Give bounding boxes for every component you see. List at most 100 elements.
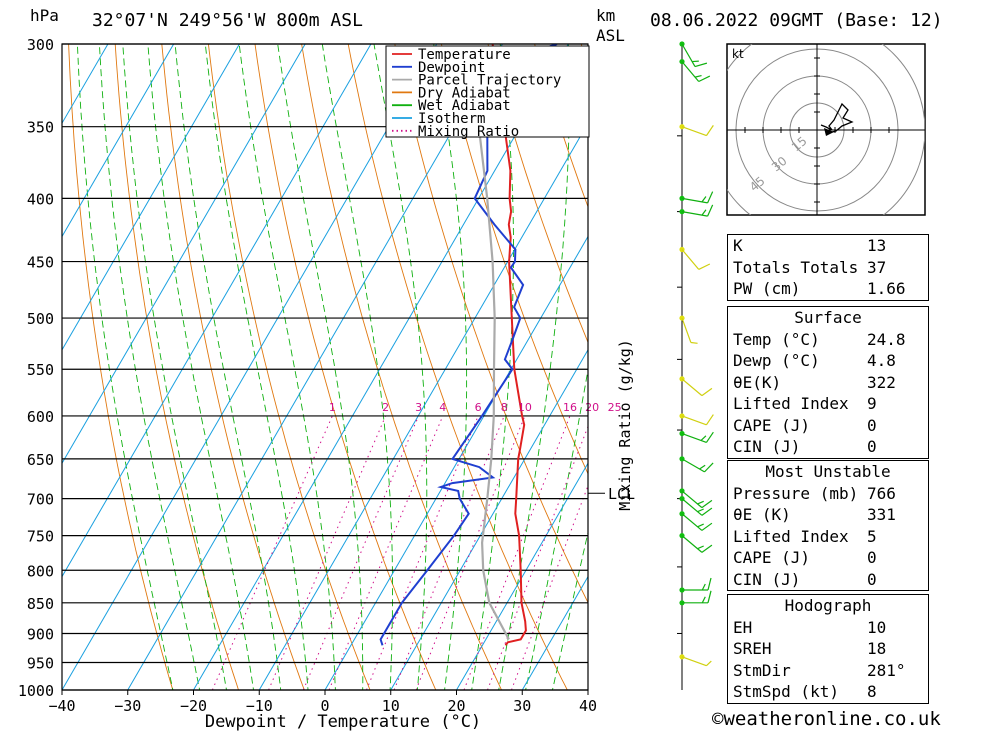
isotherm-line (62, 44, 109, 125)
x-axis-label: Dewpoint / Temperature (°C) (205, 712, 481, 732)
wet-adiabat-line (98, 44, 201, 690)
mixing-ratio-label: 20 (585, 401, 599, 414)
mixing-ratio-label: 8 (501, 401, 508, 414)
mixing-ratio-line (268, 415, 387, 690)
dry-adiabat-line (207, 44, 371, 690)
wet-adiabat-line (471, 44, 514, 690)
hodograph-table: Hodograph EH 10 SREH 18 StmDir 281° StmSpd … (727, 594, 929, 704)
wind-barb-staff (681, 378, 703, 397)
wind-barb-staff (681, 656, 707, 667)
isotherm-line (390, 348, 588, 690)
wind-barb-staff (681, 513, 703, 531)
wind-barb-feather (705, 414, 714, 426)
pressure-tick-label: 900 (27, 625, 54, 643)
x-tick-label: −20 (180, 697, 207, 715)
wind-barb-feather (690, 341, 698, 344)
mixing-ratio-line (511, 484, 588, 690)
wind-barb-feather (694, 74, 702, 78)
wind-barb-staff (681, 490, 703, 509)
wind-barb-staff (681, 415, 707, 426)
pressure-tick-label: 650 (27, 451, 54, 469)
wind-barb-staff (681, 249, 700, 270)
mixing-ratio-line (463, 415, 571, 690)
wind-barb-feather (701, 499, 713, 509)
dry-adiabat-line (394, 44, 588, 604)
wind-barb-staff (681, 43, 696, 67)
mixing-ratio-line (366, 415, 479, 690)
wind-barb-feather (698, 263, 711, 270)
mixing-ratio-line (415, 415, 526, 690)
dry-adiabat-line (254, 44, 437, 690)
pressure-tick-label: 400 (27, 190, 54, 208)
mu-row: Lifted Index 5 (733, 526, 877, 546)
plot-frame (61, 43, 589, 691)
wet-adiabat-line (277, 44, 364, 690)
hodograph-trace (820, 102, 854, 134)
legend-label: Temperature (418, 47, 511, 63)
indices-table: K 13 Totals Totals 37 PW (cm) 1.66 (727, 234, 929, 301)
profiles (379, 44, 558, 646)
x-tick-label: −10 (246, 697, 273, 715)
surface-row: CIN (J) 0 (733, 437, 877, 456)
isotherm-line (0, 0, 33, 690)
mixing-ratio-label: 1 (329, 401, 336, 414)
hodo-row: StmDir 281° (733, 660, 906, 680)
wind-barb-feather (701, 387, 713, 397)
hodo-row: EH 10 (733, 617, 887, 637)
mu-row: CIN (J) 0 (733, 569, 877, 589)
mixing-ratio-label: 3 (415, 401, 422, 414)
wind-barb-feather (707, 577, 712, 591)
parcel-trajectory-profile (468, 61, 510, 640)
mixing-ratio-line (211, 415, 333, 690)
dry-adiabat-line (68, 44, 174, 690)
wind-barb-staff (681, 61, 700, 82)
legend-label: Mixing Ratio (418, 124, 519, 140)
isotherm-line (0, 0, 99, 690)
wind-barb-feather (701, 544, 713, 553)
legend-label: Wet Adiabat (418, 98, 511, 114)
pressure-tick-label: 800 (27, 562, 54, 580)
surface-row: Dewp (°C) 4.8 (733, 351, 896, 370)
wind-barb-staff (681, 211, 708, 217)
wind-barb-feather (697, 508, 704, 513)
legend-box (385, 45, 590, 138)
hodo-row: StmSpd (kt) 8 (733, 682, 877, 701)
surface-row: θE(K) 322 (733, 372, 896, 392)
mixing-ratio-line (393, 415, 505, 690)
wind-barb-feather (701, 209, 707, 216)
index-row: K 13 (733, 236, 887, 255)
dry-adiabat-line (161, 44, 305, 690)
isotherm-line (456, 462, 588, 690)
storm-motion-marker (824, 128, 834, 136)
wet-adiabat-line (321, 44, 393, 690)
pressure-tick-label: 1000 (18, 682, 54, 700)
pressure-unit: hPa (30, 6, 59, 25)
legend-label: Parcel Trajectory (418, 73, 561, 89)
pressure-tick-label: 300 (27, 36, 54, 54)
pressure-tick-label: 700 (27, 491, 54, 509)
mixing-ratio-label: 4 (439, 401, 446, 414)
index-row: PW (cm) 1.66 (733, 279, 906, 298)
pressure-tick-label: 450 (27, 254, 54, 272)
mixing-ratio-label: 16 (563, 401, 577, 414)
wet-adiabat-line (147, 44, 254, 690)
hodograph-unit: kt (732, 47, 744, 61)
wet-adiabat-line (174, 44, 282, 690)
x-tick-label: −30 (114, 697, 141, 715)
dry-adiabat-line (347, 44, 568, 690)
mixing-ratio-axis-label: Mixing Ratio (g/kg) (616, 339, 634, 511)
credit-link[interactable]: ©weatheronline.co.uk (712, 708, 941, 730)
wind-barb-feather (701, 522, 713, 531)
isotherm-line (62, 44, 175, 238)
mu-row: Pressure (mb) 766 (733, 483, 896, 503)
wet-adiabat-line (373, 44, 428, 690)
wet-adiabat-line (498, 44, 570, 690)
wind-barb-feather (697, 523, 704, 528)
x-tick-label: 20 (447, 697, 465, 715)
mixing-ratio-label: 2 (382, 401, 389, 414)
wind-barb-feather (707, 204, 714, 217)
x-tick-label: 30 (513, 697, 531, 715)
mixing-ratio-line (302, 415, 420, 690)
